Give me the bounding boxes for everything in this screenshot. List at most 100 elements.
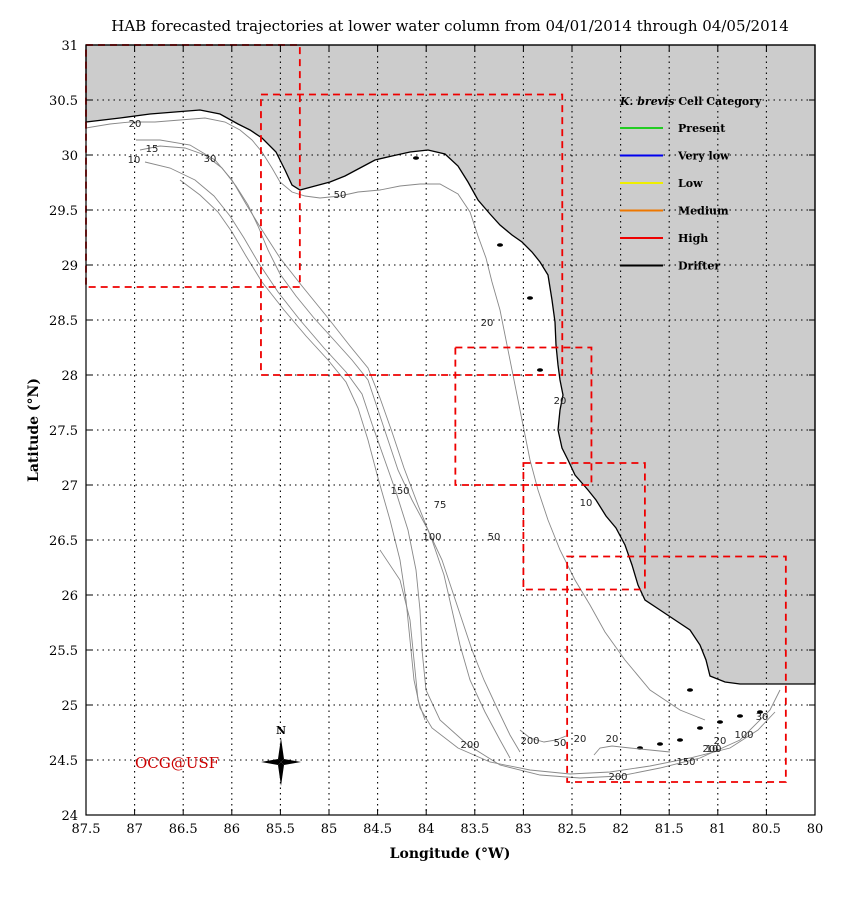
island-shape xyxy=(413,156,419,160)
bathymetry-contours xyxy=(85,117,781,779)
contour-depth-label: 20 xyxy=(714,736,727,747)
compass-rose-icon: N xyxy=(261,724,301,786)
contour-depth-label: 15 xyxy=(146,144,159,155)
bathymetry-contour-line xyxy=(136,139,511,759)
bathymetry-contour-line xyxy=(144,161,781,779)
y-tick-label: 24 xyxy=(61,809,78,824)
y-axis-ticks: 31 30.5 30 29.5 29 28.5 28 27.5 27 26.5 26 25.5 25 24… xyxy=(49,39,815,824)
forecast-box xyxy=(522,462,646,591)
bathymetry-contour-line xyxy=(379,549,426,721)
x-tick-label: 87.5 xyxy=(72,822,101,837)
legend-label: High xyxy=(678,232,708,245)
x-tick-label: 86.5 xyxy=(169,822,198,837)
x-tick-label: 80 xyxy=(807,822,824,837)
island-shape xyxy=(677,738,683,742)
y-tick-label: 31 xyxy=(61,39,78,54)
legend-label: Low xyxy=(678,177,703,190)
map-title: HAB forecasted trajectories at lower wat… xyxy=(111,17,788,35)
x-tick-label: 84 xyxy=(418,822,435,837)
legend-label: Very low xyxy=(677,150,730,163)
y-tick-label: 26.5 xyxy=(49,534,78,549)
island-shape xyxy=(717,720,723,724)
contour-depth-label: 200 xyxy=(460,740,479,751)
contour-depth-label: 30 xyxy=(756,712,769,723)
contour-depth-label: 20 xyxy=(129,119,142,130)
legend: K. brevis Cell Category Present Very low L… xyxy=(619,95,762,273)
legend-label: Drifter xyxy=(678,260,720,273)
island-shape xyxy=(737,714,743,718)
island-shape xyxy=(657,742,663,746)
contour-depth-label: 100 xyxy=(734,730,753,741)
y-tick-label: 27 xyxy=(61,479,78,494)
contour-depth-label: 100 xyxy=(422,532,441,543)
contour-depth-label: 50 xyxy=(488,532,501,543)
contour-depth-label: 30 xyxy=(204,154,217,165)
contour-depth-label: 10 xyxy=(706,744,719,755)
y-tick-label: 25.5 xyxy=(49,644,78,659)
lat-lon-grid xyxy=(86,45,815,815)
legend-title-species: K. brevis xyxy=(619,95,674,108)
contour-depth-label: 200 xyxy=(608,772,627,783)
x-tick-label: 81 xyxy=(710,822,727,837)
compass-north-label: N xyxy=(276,724,286,737)
legend-label: Medium xyxy=(678,205,729,218)
y-tick-label: 26 xyxy=(61,589,78,604)
bathymetry-contour-line xyxy=(593,745,671,756)
contour-depth-label: 20 xyxy=(606,734,619,745)
y-tick-label: 24.5 xyxy=(49,754,78,769)
x-axis-label: Longitude (°W) xyxy=(390,846,511,862)
contour-depth-label: 75 xyxy=(434,500,447,511)
contour-depth-label: 150 xyxy=(390,486,409,497)
x-tick-label: 85 xyxy=(321,822,338,837)
forecast-box xyxy=(260,93,564,376)
y-tick-label: 29.5 xyxy=(49,204,78,219)
contour-depth-label: 200 xyxy=(702,744,721,755)
x-tick-label: 83.5 xyxy=(460,822,489,837)
contour-depth-label: 20 xyxy=(574,734,587,745)
land-mass xyxy=(85,44,816,685)
bathymetry-contour-line xyxy=(85,117,706,721)
contour-depth-label: 50 xyxy=(334,190,347,201)
legend-label: Present xyxy=(678,122,726,135)
x-tick-label: 87 xyxy=(126,822,143,837)
island-shape xyxy=(687,688,693,692)
island-shape xyxy=(757,710,763,714)
contour-depth-label: 10 xyxy=(580,498,593,509)
legend-title: K. brevis Cell Category xyxy=(619,95,762,108)
bathymetry-contour-line xyxy=(139,145,521,753)
island-shape xyxy=(537,368,543,372)
x-tick-label: 82 xyxy=(612,822,629,837)
contour-depth-label: 150 xyxy=(676,757,695,768)
y-tick-label: 29 xyxy=(61,259,78,274)
y-tick-label: 30.5 xyxy=(49,94,78,109)
bathymetry-contour-line xyxy=(179,179,776,775)
y-tick-label: 30 xyxy=(61,149,78,164)
forecast-boxes xyxy=(85,44,787,783)
y-tick-label: 25 xyxy=(61,699,78,714)
y-axis-label: Latitude (°N) xyxy=(26,378,42,482)
x-tick-label: 85.5 xyxy=(266,822,295,837)
forecast-box xyxy=(566,555,787,783)
x-tick-label: 80.5 xyxy=(752,822,781,837)
ocg-usf-watermark: OCG@USF xyxy=(135,754,219,772)
x-tick-label: 81.5 xyxy=(655,822,684,837)
x-tick-label: 84.5 xyxy=(363,822,392,837)
contour-depth-label: 20 xyxy=(554,396,567,407)
island-shape xyxy=(527,296,533,300)
y-tick-label: 28.5 xyxy=(49,314,78,329)
contour-depth-label: 200 xyxy=(520,736,539,747)
contour-depth-label: 50 xyxy=(554,738,567,749)
contour-depth-label: 10 xyxy=(128,155,141,166)
x-tick-label: 82.5 xyxy=(558,822,587,837)
legend-items: Present Very low Low Medium High Drifter xyxy=(620,122,730,273)
bathymetry-contour-line xyxy=(519,729,567,743)
x-tick-label: 83 xyxy=(515,822,532,837)
contour-depth-label: 20 xyxy=(481,318,494,329)
island-shape xyxy=(497,243,503,247)
legend-title-rest: Cell Category xyxy=(674,95,762,108)
x-axis-ticks: 87.5 87 86.5 86 85.5 85 84.5 84 83.5 83 82.5 82 81.5… xyxy=(72,45,824,837)
y-tick-label: 27.5 xyxy=(49,424,78,439)
coastal-islands xyxy=(413,156,763,750)
